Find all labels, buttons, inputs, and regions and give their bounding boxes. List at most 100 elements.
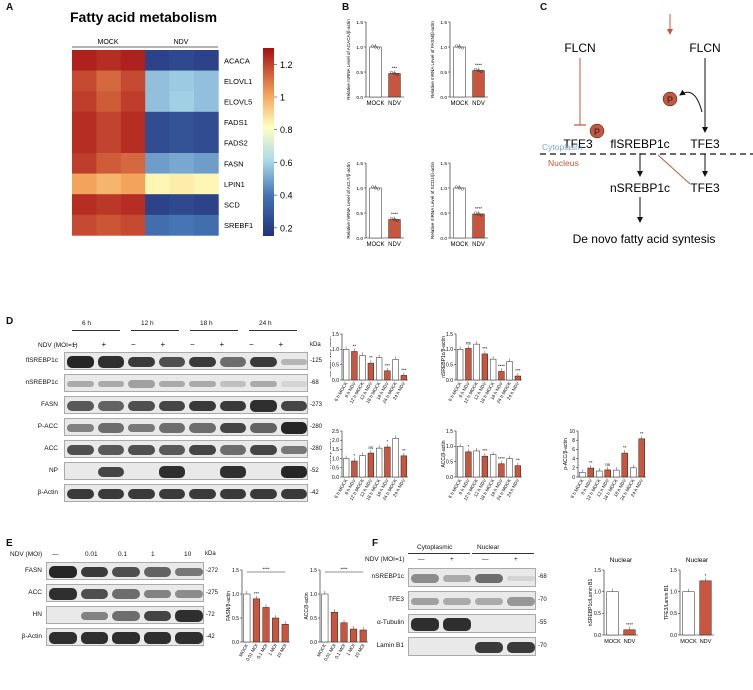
heatmap-cell — [72, 153, 97, 174]
bar — [370, 188, 382, 238]
timepoint-label: 12 h — [141, 320, 154, 327]
blot-band — [220, 401, 247, 412]
blot-band — [128, 401, 155, 411]
sig-bracket-label: **** — [340, 567, 347, 572]
bar — [322, 594, 329, 642]
heatmap-cell — [96, 194, 121, 215]
panel-d-charts: 0.00.51.01.56 h MOCK**6 h NDV12 h MOCK**… — [330, 320, 753, 535]
sig-label: **** — [391, 212, 398, 217]
blot-kda: -68 — [310, 380, 319, 386]
blot-band — [443, 598, 471, 606]
heatmap-cell — [194, 215, 219, 236]
bar — [360, 355, 366, 380]
bar-chart-B3: 0.00.51.01.5MOCK****NDVRelative mRNA Lev… — [346, 161, 404, 248]
blot-band — [67, 489, 94, 500]
sig-label: ** — [353, 343, 357, 348]
blot-row — [64, 396, 308, 414]
y-tick-label: 4 — [572, 456, 575, 462]
panel-f-blots: Cytoplasmic Nuclear NDV (MOI=1) — + — + nSR… — [372, 540, 552, 690]
lane-marker: + — [102, 340, 107, 349]
y-tick-label: 8 — [572, 438, 575, 444]
lane-marker: 0.1 — [118, 551, 127, 558]
y-tick-label: 1.0 — [310, 592, 317, 598]
blot-label: Lamin B1 — [346, 642, 404, 649]
colorbar — [263, 48, 274, 236]
heatmap-title: Fatty acid metabolism — [70, 9, 217, 25]
blot-row — [64, 374, 308, 392]
x-tick-label: NDV — [700, 639, 712, 645]
lane-marker: − — [72, 340, 77, 349]
blot-band — [67, 401, 94, 411]
blot-label: HN — [0, 611, 42, 618]
y-tick-label: 1.5 — [446, 429, 453, 435]
chart-title: Nuclear — [610, 557, 633, 564]
sig-label: * — [467, 444, 469, 449]
blot-band — [159, 489, 186, 500]
blot-kda: -70 — [538, 597, 547, 603]
blot-band — [220, 357, 247, 366]
y-axis-label: Relative mRNA Level of ACLY/β-actin — [346, 162, 351, 239]
heatmap-group-ndv: NDV — [174, 39, 189, 46]
x-tick-label: MOCK — [367, 242, 385, 248]
bar — [474, 344, 480, 380]
pathway-diagram: FLCN P TFE3 FLCN P TFE3 flSREBP1c Cytopl… — [540, 0, 753, 260]
blot-band — [475, 642, 503, 654]
blot-row — [64, 462, 308, 480]
f-fraction-nuc: Nuclear — [477, 544, 499, 551]
bar — [401, 375, 407, 380]
colorbar-tick-label: 0.6 — [280, 158, 293, 168]
heatmap-cell — [170, 50, 195, 71]
blot-band — [159, 357, 186, 367]
blot-band — [159, 466, 186, 477]
y-axis-label: TFE3/Lamin B1 — [664, 585, 670, 620]
bar — [376, 358, 382, 380]
blot-band — [144, 611, 172, 622]
y-tick-label: 2.0 — [332, 438, 339, 444]
timepoint-line — [72, 330, 120, 331]
blot-band — [507, 642, 535, 654]
bar — [376, 448, 382, 477]
bar — [498, 371, 504, 380]
y-axis-label: Relative mRNA Level of SCD1/β-actin — [430, 161, 435, 239]
bar — [393, 438, 399, 477]
y-tick-label: 1.5 — [440, 161, 447, 167]
y-tick-label: 0.5 — [440, 70, 447, 76]
blot-band — [49, 588, 77, 599]
phospho-left-label: P — [594, 127, 600, 137]
heatmap-cell — [194, 71, 219, 92]
blot-row — [46, 606, 204, 624]
y-axis-label: nSREBP1c/Lamin B1 — [588, 579, 594, 627]
sig-label: *** — [515, 368, 521, 373]
blot-row — [408, 591, 536, 610]
heatmap-cell — [170, 194, 195, 215]
y-tick-label: 1.0 — [440, 45, 447, 51]
blot-label: FASN — [0, 401, 58, 408]
blot-band — [81, 589, 109, 599]
blot-kda: -275 — [206, 590, 218, 596]
x-tick-label: MOCK — [451, 242, 469, 248]
lane-marker: + — [450, 556, 454, 563]
y-tick-label: 1.0 — [594, 589, 601, 595]
blot-band — [443, 575, 471, 583]
x-tick-label: NDV — [472, 101, 485, 107]
heatmap-group-mock: MOCK — [98, 39, 119, 46]
panel-e-blots: NDV (MOI) kDa —0.01 0.1 1 10 FASN -272 ACC -27… — [0, 540, 225, 690]
y-tick-label: 0.5 — [594, 611, 601, 617]
blot-label: TFE3 — [346, 596, 404, 603]
blot-row — [408, 614, 536, 633]
bar — [607, 592, 619, 635]
blot-band — [112, 611, 140, 620]
bar — [389, 220, 401, 239]
blot-band — [159, 423, 186, 432]
x-tick-label: NDV — [388, 101, 401, 107]
bar — [490, 359, 496, 380]
bar — [507, 362, 513, 380]
heatmap-cell — [145, 50, 170, 71]
sig-label: *** — [392, 66, 398, 71]
blot-band — [81, 632, 109, 643]
panel-b-charts: 0.00.51.01.5MOCK***NDVRelative mRNA Leve… — [340, 0, 540, 280]
blot-band — [159, 445, 186, 455]
y-tick-label: 0.5 — [310, 616, 317, 622]
